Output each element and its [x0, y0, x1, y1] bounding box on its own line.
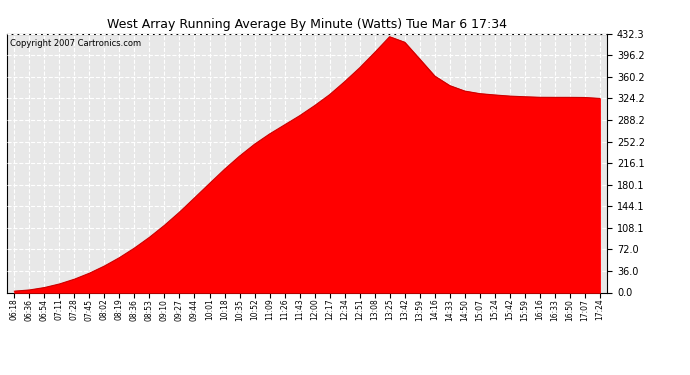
Title: West Array Running Average By Minute (Watts) Tue Mar 6 17:34: West Array Running Average By Minute (Wa… — [107, 18, 507, 31]
Text: Copyright 2007 Cartronics.com: Copyright 2007 Cartronics.com — [10, 39, 141, 48]
